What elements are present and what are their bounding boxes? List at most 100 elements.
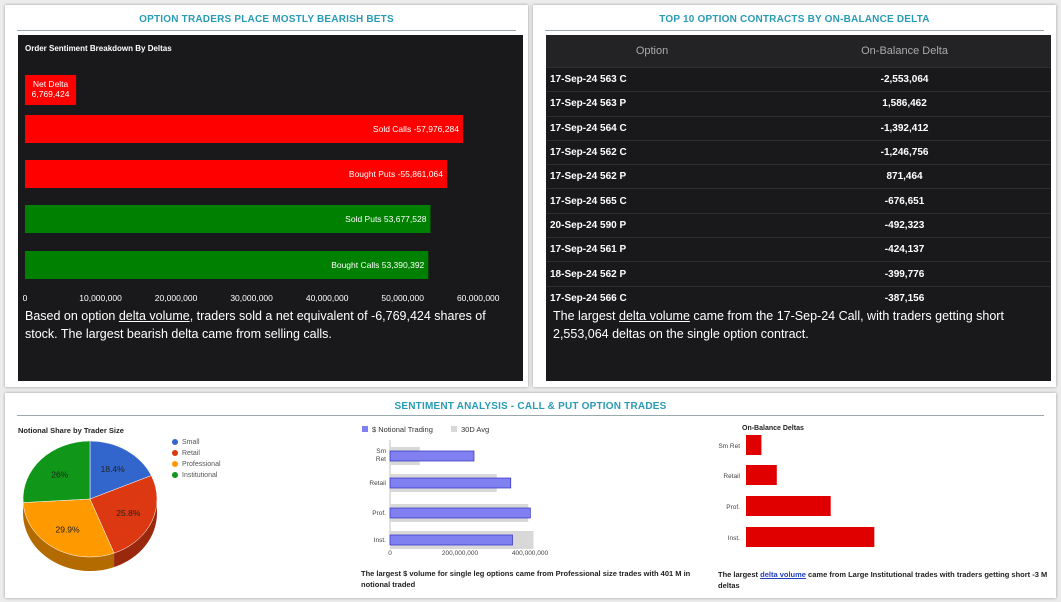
sentiment-summary: Based on option delta volume, traders so… <box>25 307 515 343</box>
delta-cell: -424,137 <box>758 237 1051 262</box>
pie-slice-label: 25.8% <box>116 508 141 518</box>
option-cell: 20-Sep-24 590 P <box>546 212 759 238</box>
legend-label: Small <box>182 439 200 446</box>
y-tick-label: Retail <box>723 473 740 480</box>
panel-title: TOP 10 OPTION CONTRACTS BY ON-BALANCE DE… <box>659 14 930 25</box>
contracts-summary: The largest delta volume came from the 1… <box>553 307 1043 343</box>
option-cell: 17-Sep-24 563 C <box>546 66 759 92</box>
y-tick-label: Sm <box>376 448 386 455</box>
x-tick-label: 10,000,000 <box>79 293 122 303</box>
table-header-row: Option On-Balance Delta <box>546 35 1051 68</box>
legend-item-small[interactable]: Small <box>172 439 200 446</box>
legend-label: Retail <box>182 450 200 457</box>
option-cell: 17-Sep-24 561 P <box>546 237 759 262</box>
x-tick-label: 50,000,000 <box>381 293 424 303</box>
pie-slice-retail <box>89 475 158 554</box>
y-tick-label: Sm Ret <box>718 443 740 450</box>
contracts-table: Option On-Balance Delta 17-Sep-24 563 C-… <box>546 35 1051 310</box>
summary-text: came from the 17-Sep-24 Call, with trade… <box>553 309 1004 341</box>
table-row: 17-Sep-24 565 C -676,651 <box>546 188 1051 214</box>
column-header-delta[interactable]: On-Balance Delta <box>758 35 1051 68</box>
legend-item-professional[interactable]: Professional <box>172 461 221 468</box>
option-cell: 18-Sep-24 562 P <box>546 261 759 287</box>
bar-label: Net Delta <box>33 79 69 89</box>
bar-label: Bought Puts -55,861,064 <box>349 169 443 179</box>
chart-title: Order Sentiment Breakdown By Deltas <box>25 44 172 53</box>
y-tick-label: Ret <box>376 456 386 463</box>
option-cell: 17-Sep-24 562 C <box>546 139 759 165</box>
delta-cell: -492,323 <box>758 212 1051 238</box>
delta-volume-link[interactable]: delta volume <box>760 570 806 579</box>
summary-text: , traders sold a net equivalent of -6,76… <box>25 309 486 341</box>
pie-slice-label: 18.4% <box>101 464 126 474</box>
legend-label: $ Notional Trading <box>372 425 433 434</box>
summary-text: Based on option <box>25 309 119 323</box>
bar-sold-calls <box>25 115 463 143</box>
option-cell: 17-Sep-24 563 P <box>546 91 759 117</box>
x-tick-label: 30,000,000 <box>230 293 273 303</box>
top-contracts-panel: TOP 10 OPTION CONTRACTS BY ON-BALANCE DE… <box>533 5 1056 387</box>
legend-label: 30D Avg <box>461 425 489 434</box>
y-tick-label: Prof. <box>726 504 740 511</box>
y-tick-label: Prof. <box>372 510 386 517</box>
title-divider <box>17 30 516 31</box>
x-tick-label: 0 <box>388 550 392 557</box>
legend-label: Institutional <box>182 472 218 479</box>
option-cell: 17-Sep-24 564 C <box>546 115 759 141</box>
panel-title: SENTIMENT ANALYSIS - CALL & PUT OPTION T… <box>394 401 667 412</box>
bar-label: Bought Calls 53,390,392 <box>331 260 424 270</box>
x-tick-label: 400,000,000 <box>512 550 549 557</box>
table-body: 17-Sep-24 563 C -2,553,064 17-Sep-24 563 P… <box>546 66 1051 310</box>
notional-bar <box>389 507 531 519</box>
legend-dot <box>172 450 178 457</box>
delta-cell: -399,776 <box>758 261 1051 287</box>
delta-volume-link[interactable]: delta volume <box>619 309 690 323</box>
delta-bar <box>746 465 777 485</box>
legend-dot <box>172 439 178 446</box>
delta-cell: -676,651 <box>758 188 1051 214</box>
legend-dot <box>172 461 178 468</box>
table-row: 20-Sep-24 590 P -492,323 <box>546 212 1051 238</box>
legend-label: Professional <box>182 461 221 468</box>
panel-title: OPTION TRADERS PLACE MOSTLY BEARISH BETS <box>139 14 394 25</box>
pie-title: Notional Share by Trader Size <box>18 426 124 435</box>
pie-slice-small <box>89 440 152 500</box>
delta-cell: 1,586,462 <box>758 91 1051 117</box>
title-divider <box>545 30 1044 31</box>
bar-net-delta <box>25 75 77 105</box>
table-row: 17-Sep-24 563 P 1,586,462 <box>546 91 1051 117</box>
delta-cell: -2,553,064 <box>758 66 1051 92</box>
delta-bar <box>746 496 831 516</box>
table-row: 17-Sep-24 561 P -424,137 <box>546 237 1051 262</box>
legend-swatch <box>362 426 368 432</box>
note-text: The largest <box>718 570 761 579</box>
bar-sold-puts <box>25 205 431 233</box>
table-row: 17-Sep-24 564 C -1,392,412 <box>546 115 1051 141</box>
y-tick-label: Inst. <box>374 537 386 544</box>
table-row: 17-Sep-24 562 P 871,464 <box>546 164 1051 189</box>
table-row: 18-Sep-24 562 P -399,776 <box>546 261 1051 287</box>
legend-item-retail[interactable]: Retail <box>172 450 200 457</box>
option-cell: 17-Sep-24 565 C <box>546 188 759 214</box>
notional-bar <box>389 450 475 462</box>
y-tick-label: Inst. <box>728 535 740 542</box>
pie-slice-side <box>23 502 115 571</box>
sentiment-analysis-panel: SENTIMENT ANALYSIS - CALL & PUT OPTION T… <box>5 393 1056 598</box>
contracts-area: Option On-Balance Delta 17-Sep-24 563 C-… <box>546 35 1051 381</box>
table-row: 17-Sep-24 566 C -387,156 <box>546 285 1051 310</box>
x-tick-label: 40,000,000 <box>306 293 349 303</box>
option-cell: 17-Sep-24 566 C <box>546 285 759 310</box>
delta-note: The largest delta volume came from Large… <box>718 569 1053 591</box>
pie-slice-professional <box>22 498 115 558</box>
delta-volume-link[interactable]: delta volume <box>118 309 190 323</box>
legend-item-institutional[interactable]: Institutional <box>172 472 217 479</box>
notional-bar <box>389 477 512 489</box>
delta-cell: 871,464 <box>758 164 1051 189</box>
y-tick-label: Retail <box>369 480 386 487</box>
bar-label: Sold Puts 53,677,528 <box>345 214 427 224</box>
column-header-option[interactable]: Option <box>546 35 759 68</box>
x-tick-label: 60,000,000 <box>457 293 500 303</box>
summary-text: The largest <box>553 309 620 323</box>
